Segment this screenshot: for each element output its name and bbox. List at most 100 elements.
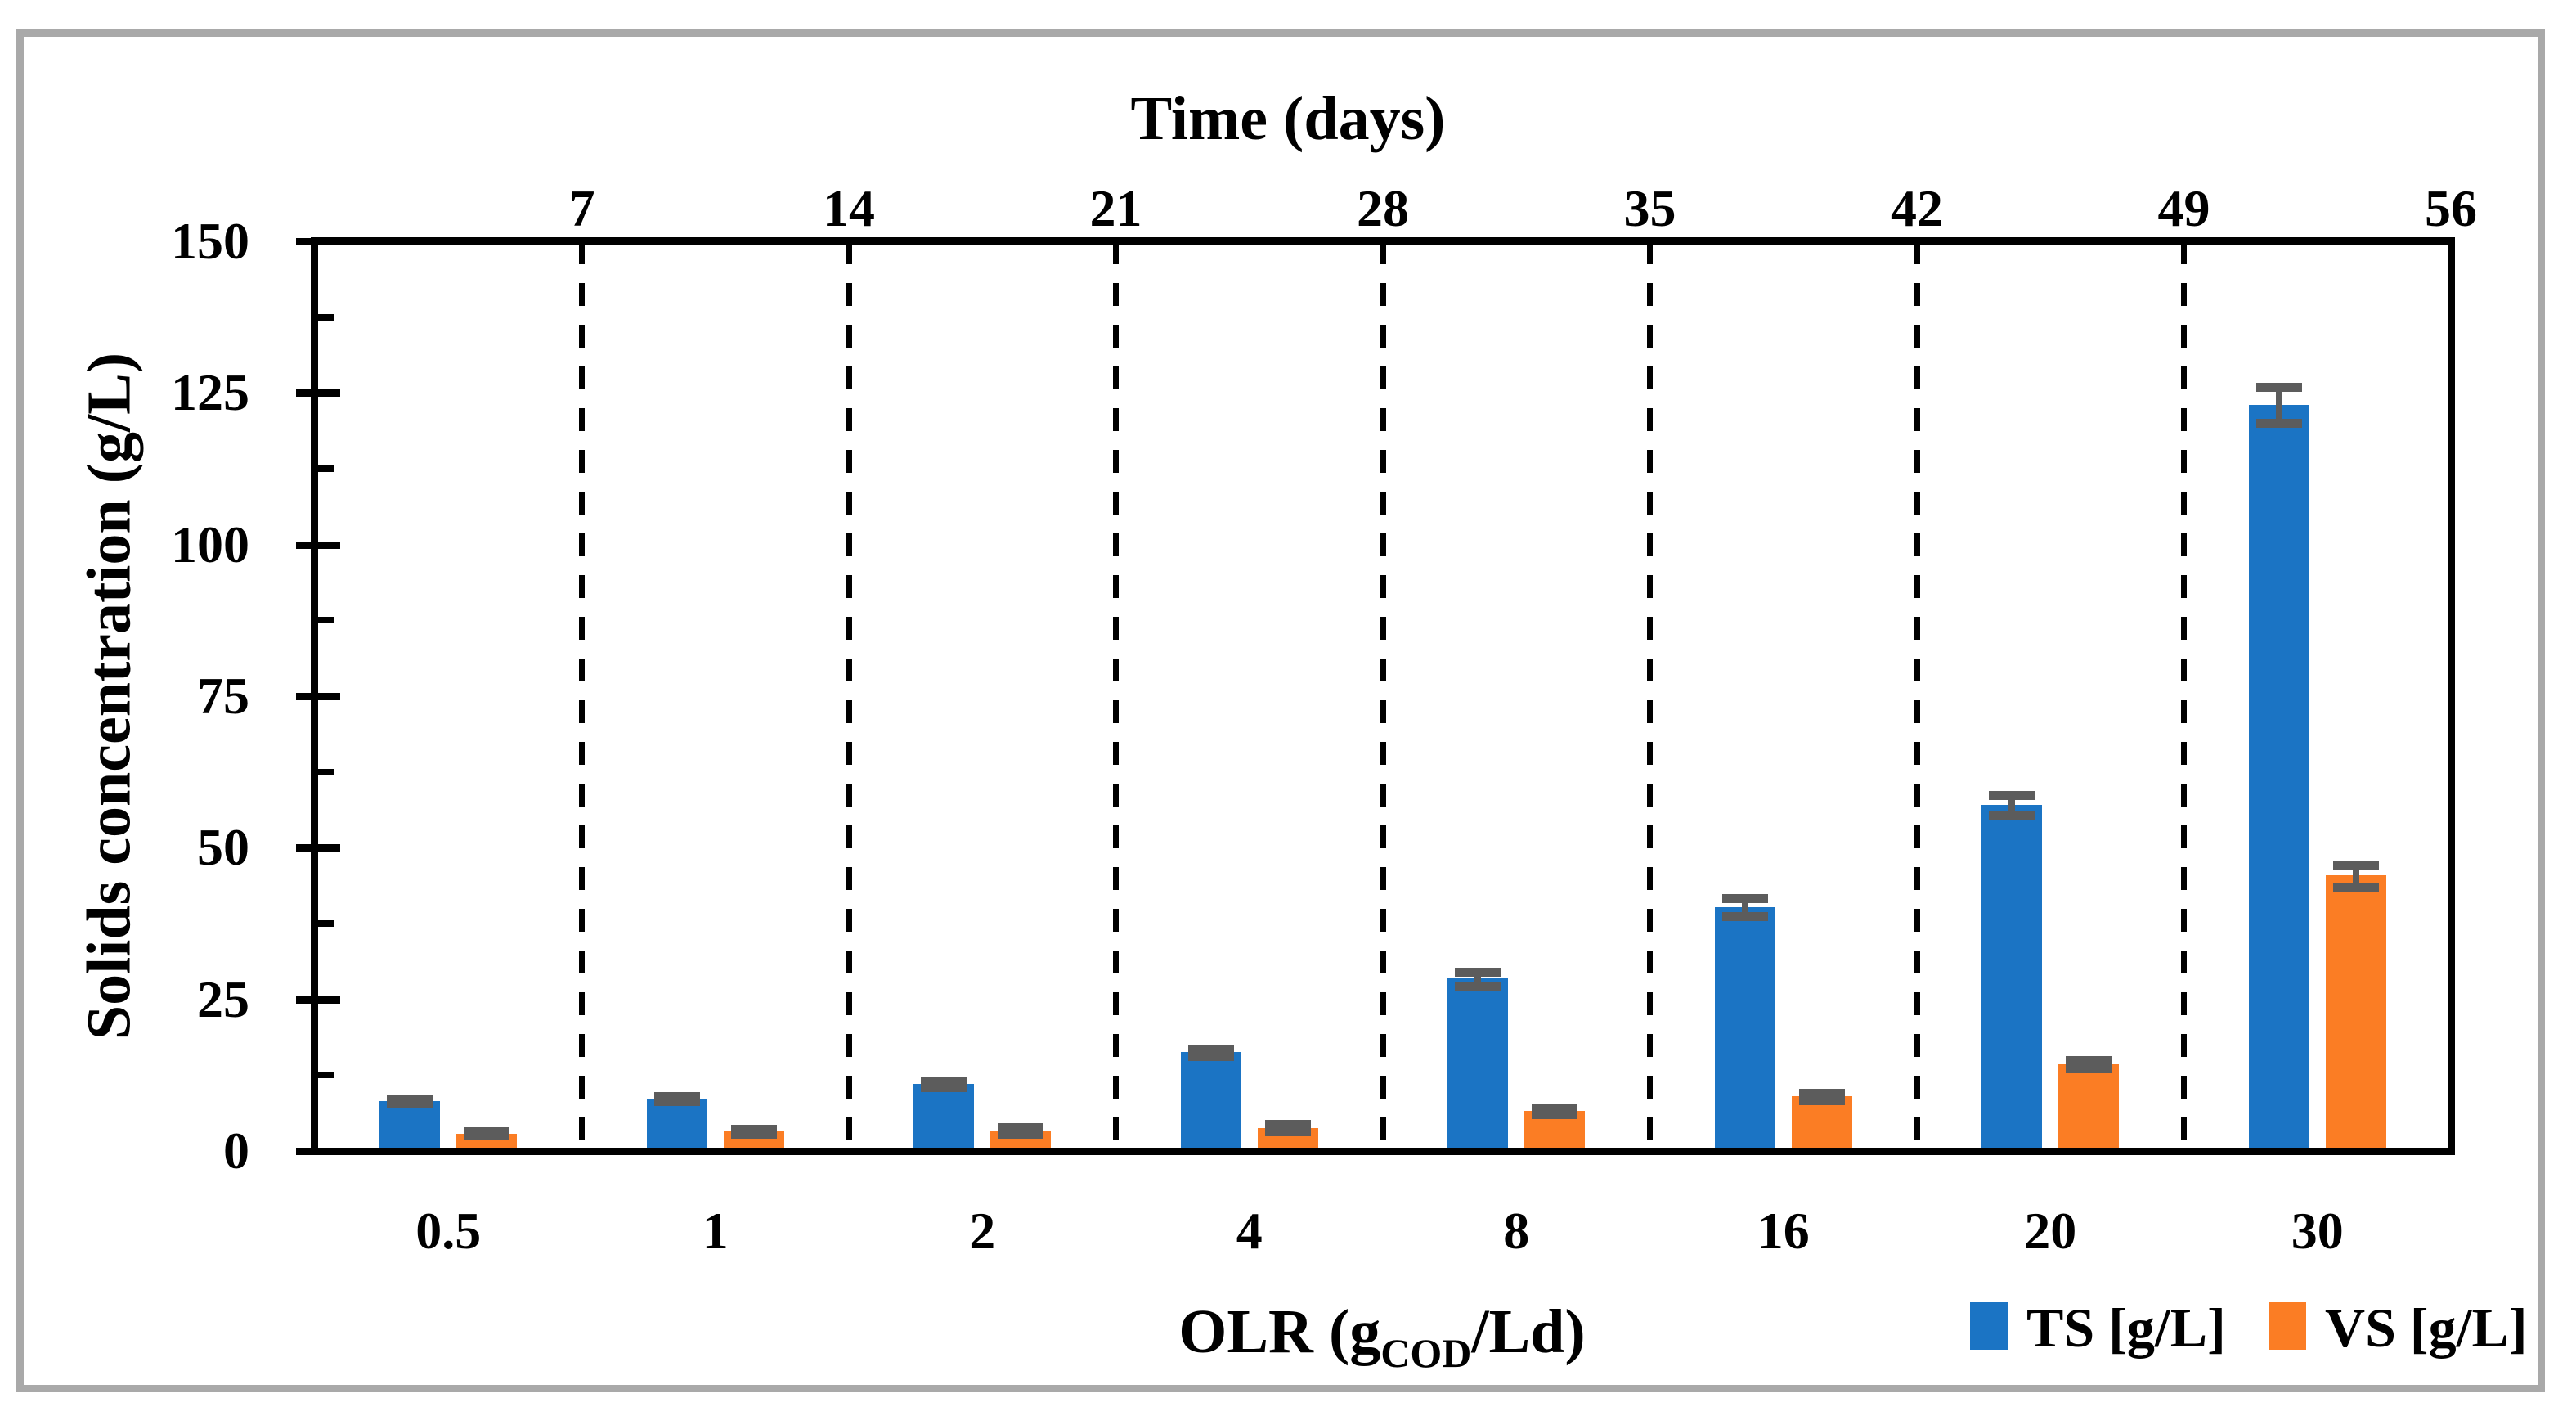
ts-bar [1714,906,1775,1151]
ts-bar [2248,405,2309,1151]
error-bar-cap-bottom [1989,811,2035,821]
error-bar-cap-top [1455,968,1501,978]
x-category-label: 4 [1236,1202,1263,1260]
error-bar-cap-top [1721,893,1768,903]
ts-bar [1180,1052,1241,1151]
y-major-tick [296,996,340,1004]
x-axis-line [311,1148,2455,1155]
top-axis-tick-label: 35 [1623,179,1676,237]
y-tick-label: 25 [197,969,249,1028]
top-axis-tick-label: 14 [823,179,875,237]
error-bar-cap-top [1264,1120,1311,1130]
error-bar-cap-bottom [998,1129,1044,1139]
error-bar-whisker [2352,865,2359,887]
error-bar-whisker [2275,386,2282,424]
day-separator-line [846,241,852,1151]
error-bar-cap-bottom [1532,1109,1578,1119]
y-major-tick [296,238,340,245]
ts-bar [1447,978,1509,1151]
x-category-label: 0.5 [415,1202,482,1260]
error-bar-cap-bottom [2332,882,2379,892]
y-tick-label: 50 [197,818,249,877]
error-bar-cap-bottom [1798,1095,1845,1105]
top-axis-tick-label: 49 [2157,179,2210,237]
top-axis-tick-label: 7 [568,179,595,237]
error-bar-cap-bottom [464,1131,510,1141]
y-minor-tick [318,1072,334,1079]
error-bar-cap-bottom [1187,1051,1234,1061]
y-major-tick [296,541,340,549]
y-tick-label: 125 [171,363,249,422]
top-axis-tick-label: 56 [2425,179,2477,237]
x-category-label: 30 [2291,1202,2344,1260]
day-separator-line [1647,241,1653,1151]
ts-bar [646,1099,707,1151]
y-tick-label: 150 [171,212,249,270]
x-category-label: 16 [1757,1202,1810,1260]
error-bar-cap-bottom [387,1099,433,1109]
error-bar-cap-bottom [653,1097,700,1107]
ts-bar [379,1101,441,1151]
day-separator-line [579,241,585,1151]
x-axis-title-end: /Ld) [1471,1297,1586,1366]
y-tick-label: 100 [171,515,249,573]
error-bar-cap-top [2066,1055,2112,1065]
x-axis-title-subscript: COD [1380,1330,1472,1376]
y-tick-label: 0 [223,1122,249,1180]
y-minor-tick [318,920,334,927]
y-major-tick [296,844,340,852]
error-bar-cap-top [1798,1088,1845,1098]
error-bar-cap-top [1187,1044,1234,1054]
y-minor-tick [318,465,334,472]
top-axis-tick-label: 28 [1357,179,1409,237]
vs-bar [2325,875,2386,1151]
error-bar-cap-top [653,1092,700,1102]
y-major-tick [296,389,340,398]
error-bar-whisker [2008,794,2016,816]
y-minor-tick [318,313,334,321]
x-category-label: 20 [2024,1202,2077,1260]
error-bar-cap-top [464,1126,510,1136]
day-separator-line [1914,241,1920,1151]
figure-border [16,29,2545,1392]
secondary-x-axis-title: Time (days) [1130,84,1446,153]
error-bar-cap-bottom [921,1083,967,1093]
ts-bar [913,1084,975,1151]
x-axis-title: OLR (gCOD/Ld) [1178,1291,1586,1379]
y-tick-label: 75 [197,667,249,725]
error-bar-cap-bottom [2066,1064,2112,1074]
error-bar-cap-top [921,1077,967,1086]
error-bar-cap-bottom [1455,981,1501,991]
error-bar-whisker [1741,897,1748,917]
day-separator-line [2181,241,2187,1151]
x-category-label: 1 [702,1202,729,1260]
y-major-tick [296,693,340,700]
top-axis-line [311,237,2455,245]
y-minor-tick [318,768,334,775]
error-bar-cap-bottom [730,1130,777,1140]
x-category-label: 2 [969,1202,996,1260]
top-axis-tick-label: 21 [1089,179,1142,237]
top-axis-tick-label: 42 [1891,179,1943,237]
error-bar-cap-top [998,1123,1044,1133]
day-separator-line [1380,241,1386,1151]
y-major-tick [296,1148,340,1155]
vs-bar [2058,1063,2120,1151]
x-category-label: 8 [1503,1202,1530,1260]
ts-bar [1981,805,2043,1151]
error-bar-cap-bottom [1721,912,1768,922]
error-bar-cap-top [387,1095,433,1104]
error-bar-cap-top [2332,861,2379,870]
x-axis-title-main: OLR (g [1178,1297,1381,1366]
right-border-line [2448,238,2455,1154]
error-bar-cap-top [730,1125,777,1135]
error-bar-cap-top [1989,790,2035,800]
day-separator-line [1113,241,1119,1151]
error-bar-cap-top [2255,382,2302,392]
error-bar-cap-bottom [2255,419,2302,429]
error-bar-cap-bottom [1264,1127,1311,1137]
vs-bar [1791,1096,1852,1151]
error-bar-cap-top [1532,1104,1578,1113]
y-minor-tick [318,617,334,624]
